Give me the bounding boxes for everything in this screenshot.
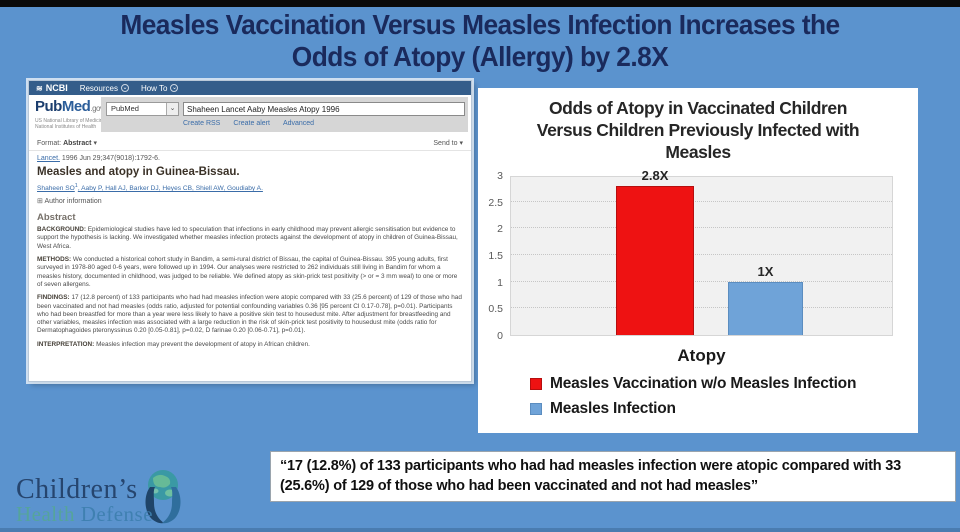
chart-plot-region: 0 0.5 1 1.5 2 2.5 3 2.8X 1X [478, 168, 918, 342]
bar-infection [728, 281, 803, 335]
bar-vaccination [616, 185, 694, 335]
legend-label: Measles Vaccination w/o Measles Infectio… [550, 375, 857, 392]
abstract-heading: Abstract [37, 212, 76, 224]
resources-label: Resources [79, 83, 118, 93]
format-label: Format: [37, 140, 62, 147]
resources-menu[interactable]: Resources ⌄ [80, 84, 129, 93]
result-toolbar: Format: Abstract ▾ Send to ▾ [29, 136, 471, 151]
create-alert-link[interactable]: Create alert [233, 120, 270, 127]
y-axis-tick-label: 1 [497, 276, 503, 289]
y-axis-tick-labels: 0 0.5 1 1.5 2 2.5 3 [478, 170, 506, 342]
pubmed-screenshot-panel: ≋ NCBI Resources ⌄ How To ⌄ PubMed.gov U… [28, 80, 472, 382]
y-axis-tick-label: 1.5 [488, 250, 503, 262]
section-label-findings: FINDINGS: [37, 294, 70, 302]
y-axis-tick-label: 0 [497, 330, 503, 342]
gridline [511, 254, 892, 255]
quote-box: “17 (12.8%) of 133 participants who had … [270, 451, 956, 502]
gridline [511, 200, 892, 202]
slide-title-line2: Odds of Atopy (Allergy) by 2.8X [291, 41, 669, 72]
chd-logo-health: Health [16, 502, 75, 526]
chevron-down-icon: ⌄ [170, 84, 179, 92]
format-value: Abstract [63, 140, 92, 147]
section-text-interpretation: Measles infection may prevent the develo… [96, 340, 310, 348]
abstract-methods-paragraph: METHODS: We conducted a historical cohor… [37, 256, 463, 289]
legend-item: Measles Infection [530, 400, 856, 418]
citation-line: Lancet. 1996 Jun 29;347(9018):1792-6. [37, 155, 463, 162]
section-text-background: Epidemiological studies have led to spec… [37, 226, 458, 250]
legend-label: Measles Infection [550, 400, 676, 417]
dropdown-arrow-icon: ▾ [459, 140, 463, 147]
send-to-selector[interactable]: Send to ▾ [433, 139, 463, 147]
top-black-bar [0, 0, 960, 7]
how-to-menu[interactable]: How To ⌄ [141, 84, 179, 93]
author-information-label: Author information [44, 198, 102, 206]
y-axis-tick-label: 0.5 [488, 303, 503, 316]
format-selector[interactable]: Format: Abstract ▾ [37, 139, 97, 147]
author-link[interactable]: Shaheen SO [37, 185, 75, 193]
chevron-down-icon: ⌄ [166, 103, 178, 115]
y-axis-tick-label: 3 [497, 170, 503, 182]
chart-x-axis-label: Atopy [677, 346, 726, 365]
plot-area: 2.8X 1X [510, 168, 893, 336]
slide-title: Measles Vaccination Versus Measles Infec… [29, 9, 931, 73]
chd-logo-childrens: Children’s [16, 474, 138, 505]
search-input[interactable] [183, 102, 465, 116]
chd-logo-health-defense: Health Defense [16, 502, 266, 527]
section-text-findings: 17 (12.8 percent) of 133 participants wh… [37, 294, 462, 335]
article-title: Measles and atopy in Guinea-Bissau. [37, 166, 240, 178]
search-links: Create RSS Create alert Advanced [183, 120, 314, 127]
pubmed-logo[interactable]: PubMed.gov US National Library of Medici… [35, 98, 130, 130]
ncbi-label: NCBI [45, 83, 68, 93]
ncbi-header-bar: ≋ NCBI Resources ⌄ How To ⌄ [29, 81, 471, 95]
section-label-methods: METHODS: [37, 256, 72, 264]
abstract-findings-paragraph: FINDINGS: 17 (12.8 percent) of 133 parti… [37, 294, 463, 335]
ncbi-logo[interactable]: ≋ NCBI [36, 83, 68, 93]
journal-link[interactable]: Lancet. [37, 155, 60, 162]
legend-swatch [530, 403, 542, 415]
abstract-interpretation-paragraph: INTERPRETATION: Measles infection may pr… [37, 341, 463, 349]
author-list[interactable]: Shaheen SO1, Aaby P, Hall AJ, Barker DJ,… [37, 183, 463, 192]
gridline [511, 307, 892, 309]
legend-swatch [530, 378, 542, 390]
y-axis-tick-label: 2 [497, 223, 503, 236]
chart-panel: Odds of Atopy in Vaccinated Children Ver… [478, 88, 918, 433]
how-to-label: How To [140, 83, 168, 93]
quote-text: “17 (12.8%) of 133 participants who had … [280, 458, 901, 494]
slide-title-line1: Measles Vaccination Versus Measles Infec… [120, 9, 840, 40]
search-db-dropdown[interactable]: PubMed ⌄ [106, 102, 179, 116]
create-rss-link[interactable]: Create RSS [183, 120, 221, 127]
author-information-toggle[interactable]: ⊞ Author information [37, 197, 463, 205]
chevron-down-icon: ⌄ [120, 84, 129, 92]
section-text-methods: We conducted a historical cohort study i… [37, 256, 458, 288]
y-axis-tick-label: 2.5 [488, 196, 503, 209]
search-bar-area: PubMed ⌄ Create RSS Create alert Advance… [101, 97, 468, 132]
legend-item: Measles Vaccination w/o Measles Infectio… [530, 375, 856, 393]
dropdown-arrow-icon: ▾ [93, 140, 97, 147]
ncbi-logo-icon: ≋ [36, 83, 43, 93]
chart-legend: Measles Vaccination w/o Measles Infectio… [530, 375, 856, 418]
abstract-content: Lancet. 1996 Jun 29;347(9018):1792-6. Me… [37, 155, 463, 354]
bar-data-label: 2.8X [641, 167, 669, 183]
gridline [511, 280, 892, 282]
bottom-accent-bar [0, 528, 960, 532]
chd-logo: Children’s Health Defense [16, 463, 266, 527]
bar-data-label: 1X [757, 263, 774, 279]
gridline [511, 227, 892, 229]
author-links-rest[interactable]: , Aaby P, Hall AJ, Barker DJ, Heyes CB, … [77, 185, 263, 193]
abstract-background-paragraph: BACKGROUND: Epidemiological studies have… [37, 226, 463, 251]
chd-globe-hands-icon [140, 463, 186, 530]
search-db-value: PubMed [111, 104, 139, 113]
section-label-interpretation: INTERPRETATION: [37, 340, 95, 348]
nlm-subtitle: US National Library of Medicine National … [35, 118, 106, 130]
author-affiliation-sup: 1 [74, 183, 78, 189]
send-to-label: Send to [433, 140, 458, 147]
citation-text: 1996 Jun 29;347(9018):1792-6. [61, 155, 161, 162]
chd-logo-defense: Defense [80, 502, 154, 526]
pubmed-logo-text: PubMed.gov [35, 98, 104, 115]
section-label-background: BACKGROUND: [37, 226, 86, 234]
expand-plus-icon: ⊞ [37, 198, 43, 206]
chart-title: Odds of Atopy in Vaccinated Children Ver… [536, 98, 860, 162]
advanced-link[interactable]: Advanced [282, 120, 315, 127]
